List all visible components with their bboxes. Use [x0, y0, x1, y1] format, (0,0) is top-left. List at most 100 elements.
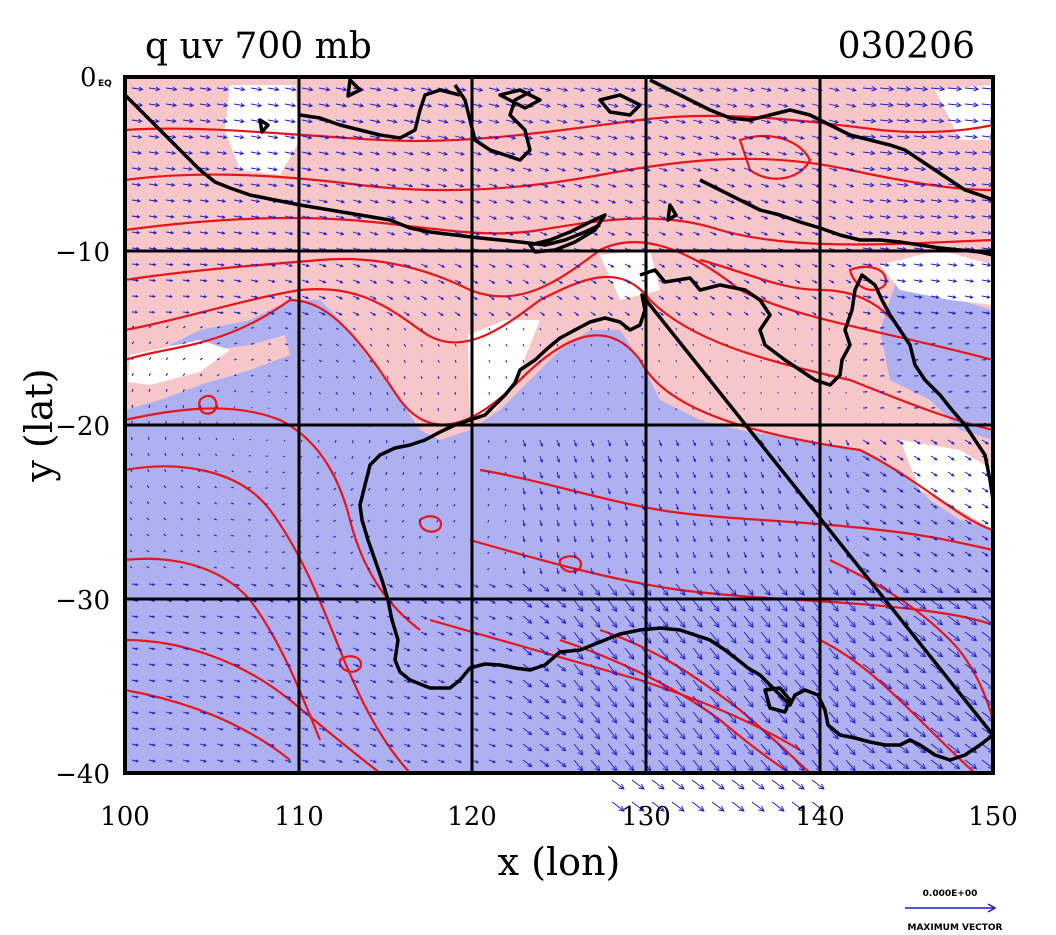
wind-vector	[199, 326, 204, 329]
wind-vector	[828, 519, 832, 527]
wind-vector	[488, 279, 496, 284]
wind-vector	[282, 455, 286, 458]
wind-vector	[828, 679, 839, 692]
wind-vector	[233, 279, 242, 283]
wind-vector	[590, 599, 601, 613]
wind-vector	[505, 407, 507, 411]
wind-vector	[146, 550, 150, 553]
x-tick-110: 110	[274, 802, 324, 832]
wind-vector	[352, 647, 360, 651]
wind-vector	[896, 134, 911, 140]
wind-vector	[401, 503, 405, 507]
wind-vector	[794, 519, 798, 527]
wind-vector	[794, 695, 805, 708]
wind-vector	[130, 452, 133, 457]
wind-vector	[148, 647, 156, 651]
wind-vector	[522, 279, 530, 284]
wind-vector	[675, 631, 686, 644]
wind-vector	[675, 375, 677, 379]
wind-vector	[828, 87, 840, 92]
wind-vector	[454, 183, 465, 188]
wind-vector	[624, 727, 635, 740]
wind-vector	[267, 119, 279, 124]
wind-vector	[743, 535, 747, 543]
wind-vector	[420, 647, 428, 652]
wind-vector	[709, 231, 718, 236]
wind-vector	[896, 679, 910, 690]
wind-vector	[352, 727, 360, 731]
wind-vector	[199, 711, 207, 715]
wind-vector	[418, 519, 422, 523]
wind-vector	[182, 263, 191, 267]
wind-vector	[964, 279, 975, 283]
wind-vector	[318, 391, 321, 395]
wind-vector	[247, 534, 252, 537]
wind-vector	[964, 166, 978, 172]
wind-vector	[726, 263, 734, 268]
wind-vector	[794, 103, 806, 108]
wind-vector	[709, 119, 721, 124]
wind-vector	[743, 311, 749, 316]
wind-vector	[879, 663, 893, 674]
wind-vector	[233, 406, 236, 409]
wind-vector	[284, 119, 296, 124]
wind-vector	[284, 295, 293, 299]
wind-vector	[386, 231, 396, 236]
wind-vector	[437, 199, 447, 204]
wind-vector	[318, 151, 330, 156]
wind-vector	[709, 551, 713, 559]
wind-vector	[284, 743, 292, 747]
wind-vector	[437, 167, 448, 172]
wind-vector	[130, 468, 133, 473]
wind-vector	[164, 468, 167, 473]
wind-vector	[981, 487, 989, 493]
wind-vector	[675, 711, 686, 724]
wind-vector	[947, 455, 955, 461]
wind-vector	[930, 551, 938, 557]
wind-vector	[522, 439, 526, 448]
wind-vector	[879, 471, 887, 477]
wind-vector	[777, 631, 788, 644]
wind-vector	[148, 182, 159, 187]
wind-vector	[454, 391, 457, 396]
wind-vector	[930, 342, 936, 345]
wind-vector	[692, 743, 703, 756]
wind-vector	[402, 487, 405, 491]
x-axis-label: x (lon)	[498, 840, 621, 884]
wind-vector	[199, 215, 209, 219]
wind-vector	[590, 711, 601, 724]
wind-vector	[250, 711, 258, 715]
wind-vector	[199, 199, 210, 203]
wind-vector	[522, 711, 533, 720]
wind-vector	[131, 182, 142, 187]
x-tick-100: 100	[100, 802, 150, 832]
wind-vector	[437, 343, 440, 347]
wind-vector	[453, 567, 456, 571]
wind-vector	[879, 134, 894, 140]
wind-vector	[487, 535, 490, 539]
wind-vector	[692, 119, 704, 124]
wind-vector	[199, 615, 207, 619]
wind-vector	[862, 711, 876, 722]
wind-vector	[335, 615, 343, 619]
wind-vector	[131, 278, 140, 282]
wind-vector	[368, 455, 371, 460]
wind-vector	[216, 279, 225, 283]
wind-vector	[267, 615, 275, 619]
wind-vector	[437, 391, 440, 396]
wind-vector	[930, 134, 945, 140]
wind-vector	[607, 439, 611, 447]
y-tick-0: 0	[80, 63, 97, 93]
wind-vector	[590, 359, 592, 363]
wind-vector	[301, 199, 312, 204]
wind-vector	[199, 583, 207, 587]
wind-vector	[522, 519, 526, 527]
wind-vector	[709, 567, 713, 575]
wind-vector	[216, 167, 227, 172]
wind-vector	[504, 519, 507, 523]
wind-vector	[573, 615, 584, 629]
wind-vector	[879, 279, 890, 283]
wind-vector	[148, 278, 157, 282]
wind-vector	[590, 375, 592, 379]
wind-vector	[675, 359, 677, 363]
